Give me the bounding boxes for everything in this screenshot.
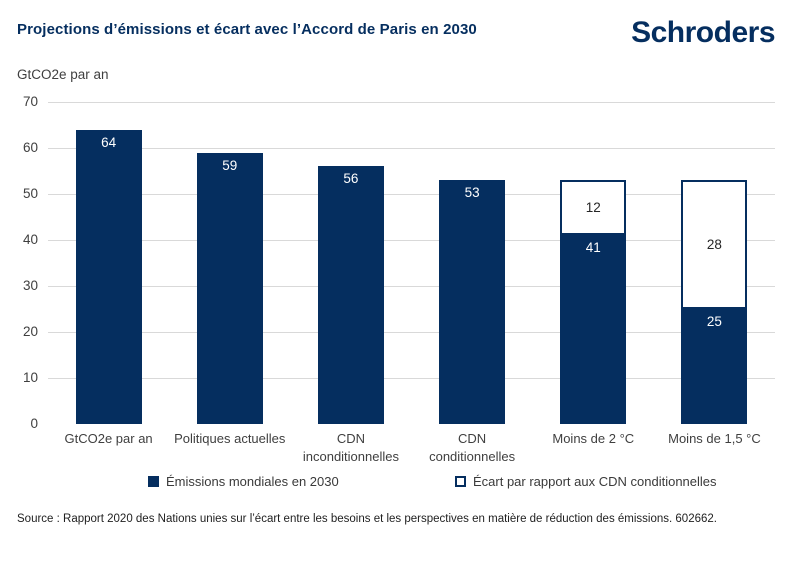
- legend-swatch-solid-icon: [148, 476, 159, 487]
- bars-container: 64 59 56 53 12 41 28 25: [48, 102, 775, 424]
- x-axis-label: Politiques actuelles: [174, 431, 286, 446]
- bar-solid-segment: 56: [317, 166, 384, 424]
- bar-gap-segment: 28: [681, 180, 748, 309]
- legend-item-gap: Écart par rapport aux CDN conditionnelle…: [455, 474, 717, 489]
- bar: 64: [75, 129, 142, 424]
- y-tick-label: 50: [22, 186, 38, 201]
- bar: 59: [196, 152, 263, 424]
- y-tick-label: 10: [22, 370, 38, 385]
- legend-label-gap: Écart par rapport aux CDN conditionnelle…: [473, 474, 717, 489]
- bar-column: 53: [412, 102, 533, 424]
- legend-item-emissions: Émissions mondiales en 2030: [148, 474, 339, 489]
- y-tick-label: 70: [22, 94, 38, 109]
- y-tick-label: 0: [30, 416, 38, 431]
- bar-solid-segment: 59: [196, 152, 263, 424]
- bar-solid-segment: 25: [681, 309, 748, 424]
- bar-column: 59: [169, 102, 290, 424]
- x-axis-labels: GtCO2e par an Politiques actuelles CDN inc…: [48, 430, 775, 465]
- gridline: [48, 194, 775, 195]
- y-tick-label: 40: [22, 232, 38, 247]
- x-axis-label: Moins de 2 °C: [552, 431, 635, 446]
- x-axis-label: CDN inconditionnelles: [302, 431, 399, 464]
- bar-gap-segment: 12: [560, 180, 627, 236]
- gridline: [48, 102, 775, 103]
- legend-swatch-outline-icon: [455, 476, 466, 487]
- bar: 28 25: [681, 180, 748, 424]
- bar: 53: [439, 180, 506, 424]
- legend: Émissions mondiales en 2030 Écart par ra…: [0, 474, 800, 492]
- legend-label-emissions: Émissions mondiales en 2030: [166, 474, 339, 489]
- x-axis-label: GtCO2e par an: [64, 431, 153, 446]
- bar-column: 56: [290, 102, 411, 424]
- x-axis-label: Moins de 1,5 °C: [668, 431, 761, 446]
- bar-solid-segment: 41: [560, 235, 627, 424]
- bar: 56: [317, 166, 384, 424]
- schroders-logo: Schroders: [631, 16, 775, 49]
- bar-column: 28 25: [654, 102, 775, 424]
- source-note: Source : Rapport 2020 des Nations unies …: [17, 513, 717, 525]
- bar-solid-segment: 53: [439, 180, 506, 424]
- gridline: [48, 332, 775, 333]
- x-axis-label: CDN conditionnelles: [429, 431, 516, 464]
- gridline: [48, 286, 775, 287]
- y-axis-unit-label: GtCO2e par an: [17, 67, 109, 82]
- bar-column: 64: [48, 102, 169, 424]
- bar-solid-segment: 64: [75, 129, 142, 424]
- plot-area: [48, 102, 775, 424]
- gridline: [48, 240, 775, 241]
- chart-title: Projections d’émissions et écart avec l’…: [17, 21, 477, 38]
- gridline: [48, 148, 775, 149]
- y-tick-label: 30: [22, 278, 38, 293]
- y-tick-label: 60: [22, 140, 38, 155]
- y-tick-label: 20: [22, 324, 38, 339]
- bar-column: 12 41: [533, 102, 654, 424]
- gridline: [48, 378, 775, 379]
- bar: 12 41: [560, 180, 627, 424]
- y-axis: 0 10 20 30 40 50 60 70: [0, 94, 38, 431]
